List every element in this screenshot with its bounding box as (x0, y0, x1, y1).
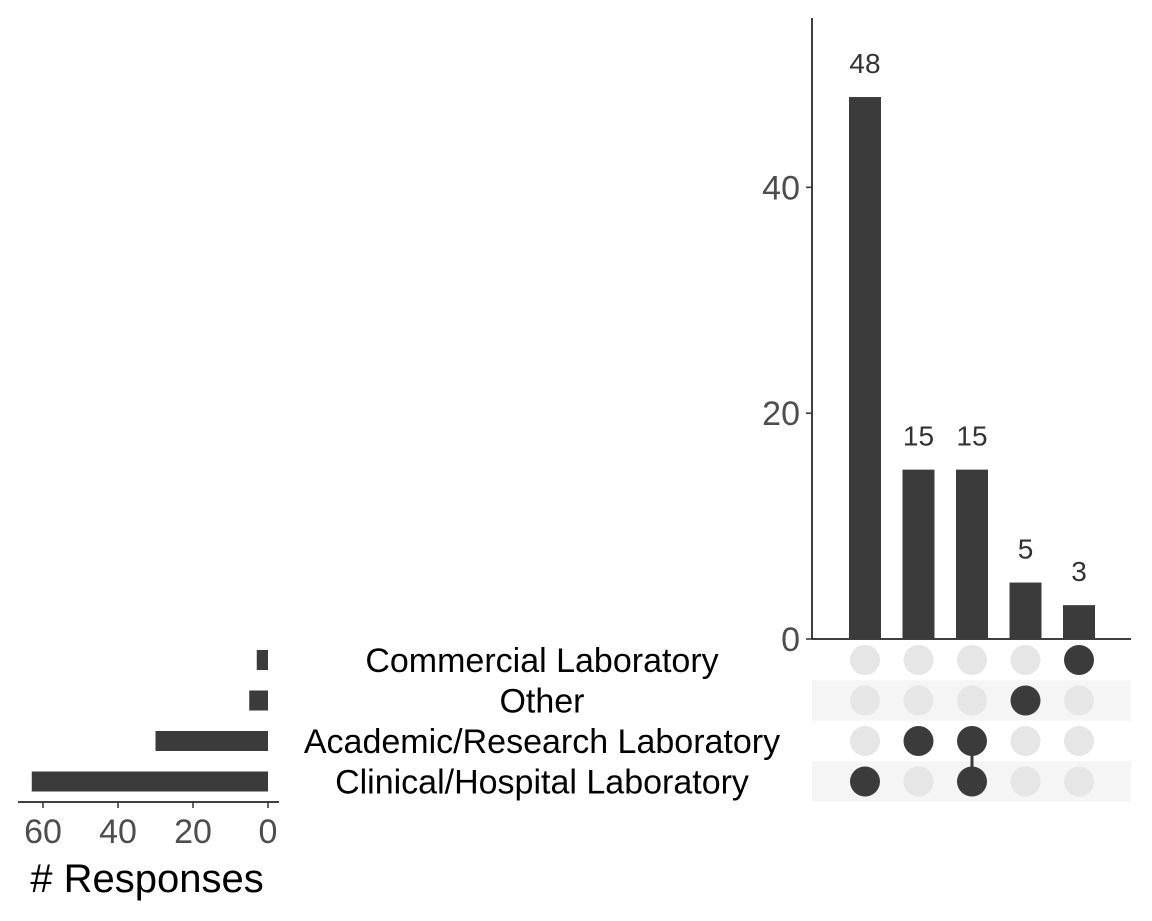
set-size-bar (249, 690, 268, 711)
intersection-bar (902, 469, 935, 639)
set-label-commercial-laboratory: Commercial Laboratory (365, 642, 718, 680)
intersection-matrix (850, 645, 1094, 797)
intersection-bar-label: 3 (1071, 556, 1087, 587)
intersection-y-tick-label: 0 (781, 621, 800, 659)
matrix-dot-inactive (1064, 685, 1094, 716)
matrix-dot-inactive (1010, 726, 1041, 756)
set-label-academic-research-laboratory: Academic/Research Laboratory (304, 723, 780, 761)
matrix-dot-active (957, 766, 987, 797)
matrix-dot-inactive (1064, 726, 1094, 756)
set-size-bar (31, 771, 268, 792)
set-size-x-tick-label: 40 (99, 813, 137, 851)
set-size-bars: 60 40 20 0 (18, 650, 279, 851)
matrix-dot-active (1010, 685, 1041, 716)
set-size-x-tick-label: 60 (24, 813, 62, 851)
matrix-dot-inactive (903, 766, 934, 797)
matrix-dot-inactive (957, 645, 987, 675)
set-size-axis-title: # Responses (30, 857, 263, 901)
set-size-bar (256, 650, 268, 670)
intersection-bar (1009, 582, 1042, 639)
set-size-x-tick-label: 0 (259, 813, 278, 851)
intersection-bar-label: 15 (956, 421, 987, 452)
set-label-clinical-hospital-laboratory: Clinical/Hospital Laboratory (335, 764, 749, 802)
intersection-bar-label: 48 (849, 48, 880, 79)
matrix-dot-inactive (1010, 766, 1041, 797)
set-size-x-tick-label: 20 (174, 813, 212, 851)
set-labels: Commercial LaboratoryOtherAcademic/Resea… (304, 642, 780, 802)
matrix-dot-inactive (957, 685, 987, 716)
intersection-bar-label: 15 (903, 421, 934, 452)
matrix-dot-inactive (903, 645, 934, 675)
matrix-dot-inactive (850, 685, 880, 716)
intersection-size-axis: 0 20 40 (762, 18, 1131, 659)
set-label-other: Other (499, 683, 584, 721)
matrix-dot-active (850, 766, 880, 797)
intersection-bar (956, 469, 988, 639)
intersection-bar (1063, 605, 1095, 639)
matrix-dot-inactive (850, 645, 880, 675)
intersection-bars: 48 15 15 5 3 (849, 48, 1095, 639)
matrix-dot-active (1064, 645, 1094, 675)
intersection-y-tick-label: 20 (762, 395, 800, 433)
matrix-dot-inactive (1064, 766, 1094, 797)
matrix-dot-inactive (850, 726, 880, 756)
set-size-bar (155, 731, 268, 751)
matrix-dot-inactive (903, 685, 934, 716)
matrix-dot-inactive (1010, 645, 1041, 675)
intersection-bar-label: 5 (1018, 534, 1034, 565)
intersection-bar (849, 97, 881, 639)
intersection-y-tick-label: 40 (762, 169, 800, 207)
matrix-dot-active (957, 726, 987, 756)
matrix-dot-active (903, 726, 934, 756)
